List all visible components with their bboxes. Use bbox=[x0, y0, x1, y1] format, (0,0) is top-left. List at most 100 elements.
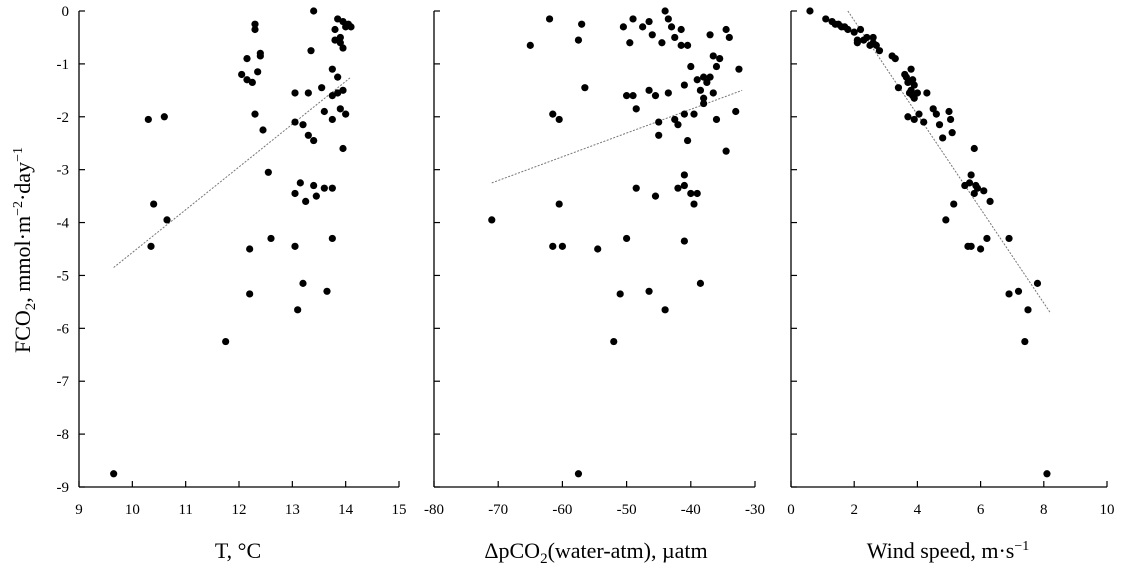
data-point bbox=[703, 78, 711, 86]
data-point bbox=[318, 84, 326, 92]
data-point bbox=[299, 279, 307, 287]
data-point bbox=[683, 41, 692, 49]
data-point bbox=[709, 89, 717, 97]
data-point bbox=[716, 55, 724, 63]
data-point bbox=[844, 25, 852, 34]
data-point bbox=[853, 39, 861, 47]
y-axis-label: FCO2, mmol·m−2·day−1 bbox=[10, 147, 39, 353]
data-point bbox=[334, 89, 342, 97]
data-point bbox=[304, 89, 312, 97]
data-point bbox=[251, 20, 259, 28]
data-point bbox=[323, 287, 331, 295]
data-point bbox=[651, 92, 660, 100]
trend-line bbox=[113, 76, 352, 268]
data-point bbox=[1021, 337, 1029, 346]
data-point bbox=[291, 89, 299, 97]
data-point bbox=[610, 337, 618, 346]
data-point bbox=[616, 290, 624, 298]
data-point bbox=[267, 234, 275, 243]
data-point bbox=[342, 110, 350, 118]
x-tick-label: -80 bbox=[424, 502, 444, 518]
data-point bbox=[687, 189, 695, 198]
data-point bbox=[645, 86, 653, 94]
data-point bbox=[549, 110, 557, 118]
data-point bbox=[251, 25, 259, 34]
data-point bbox=[259, 126, 267, 134]
data-point bbox=[307, 47, 315, 55]
data-point bbox=[1043, 470, 1051, 478]
data-point bbox=[645, 287, 653, 295]
data-point bbox=[674, 184, 682, 192]
data-point bbox=[700, 94, 708, 102]
data-point bbox=[806, 7, 814, 15]
x-tick-label: -60 bbox=[552, 502, 572, 518]
x-tick-label: -30 bbox=[745, 502, 765, 518]
x-tick-label: 4 bbox=[914, 502, 922, 518]
data-point bbox=[623, 92, 631, 100]
data-point bbox=[246, 245, 254, 253]
data-point bbox=[655, 131, 663, 139]
data-point bbox=[910, 115, 918, 124]
data-point bbox=[680, 237, 688, 245]
data-point bbox=[674, 121, 682, 129]
data-point bbox=[696, 279, 705, 287]
data-point bbox=[690, 200, 698, 208]
data-point bbox=[246, 290, 254, 298]
data-point bbox=[661, 306, 669, 314]
data-point bbox=[144, 115, 152, 124]
data-point bbox=[1005, 234, 1013, 243]
data-point bbox=[923, 89, 931, 97]
x-tick-label: 12 bbox=[232, 502, 247, 518]
data-point bbox=[328, 115, 336, 124]
y-tick-label: -5 bbox=[57, 268, 70, 284]
x-tick-label: 11 bbox=[178, 502, 192, 518]
panel-delta-pco2: -80 -70 -60 -50 -40 -30 bbox=[424, 7, 765, 518]
data-point bbox=[980, 187, 988, 195]
data-point bbox=[722, 147, 730, 155]
data-point bbox=[929, 105, 937, 113]
data-point bbox=[254, 68, 262, 76]
y-tick-label: -3 bbox=[57, 163, 70, 179]
data-point bbox=[950, 200, 958, 208]
data-point bbox=[243, 55, 251, 63]
data-point bbox=[977, 245, 985, 253]
data-point bbox=[304, 131, 312, 139]
data-point bbox=[671, 115, 679, 124]
data-point bbox=[869, 33, 877, 42]
data-point bbox=[339, 44, 347, 52]
data-point bbox=[894, 84, 903, 92]
data-point bbox=[693, 76, 701, 84]
data-point bbox=[339, 144, 347, 153]
data-point bbox=[331, 36, 339, 44]
data-point bbox=[545, 15, 554, 23]
data-point bbox=[948, 129, 956, 137]
data-point bbox=[629, 15, 637, 23]
data-point bbox=[945, 107, 953, 116]
x-tick-label: 10 bbox=[1100, 502, 1115, 518]
data-point bbox=[939, 134, 947, 142]
data-point bbox=[1024, 306, 1032, 314]
data-point bbox=[965, 179, 974, 187]
data-point bbox=[251, 110, 259, 118]
data-point bbox=[967, 242, 975, 250]
x-tick-label: 8 bbox=[1040, 502, 1048, 518]
data-point bbox=[243, 76, 251, 84]
data-point bbox=[222, 337, 230, 346]
data-point bbox=[626, 39, 634, 47]
data-point bbox=[970, 189, 978, 198]
data-point bbox=[658, 39, 666, 47]
data-point bbox=[328, 65, 336, 73]
data-point bbox=[336, 33, 344, 42]
data-point bbox=[147, 242, 155, 250]
x-axis-title-temperature: T, °C bbox=[215, 538, 261, 563]
data-point bbox=[667, 23, 676, 31]
data-point bbox=[712, 115, 721, 124]
y-label-sub: 2 bbox=[23, 303, 39, 311]
y-label-exp2: −1 bbox=[11, 147, 26, 162]
data-point bbox=[632, 105, 640, 113]
y-tick-label: -9 bbox=[57, 480, 70, 496]
data-point bbox=[655, 118, 663, 126]
data-point bbox=[677, 41, 685, 49]
data-point bbox=[334, 15, 342, 23]
y-tick-label: -7 bbox=[57, 374, 70, 390]
